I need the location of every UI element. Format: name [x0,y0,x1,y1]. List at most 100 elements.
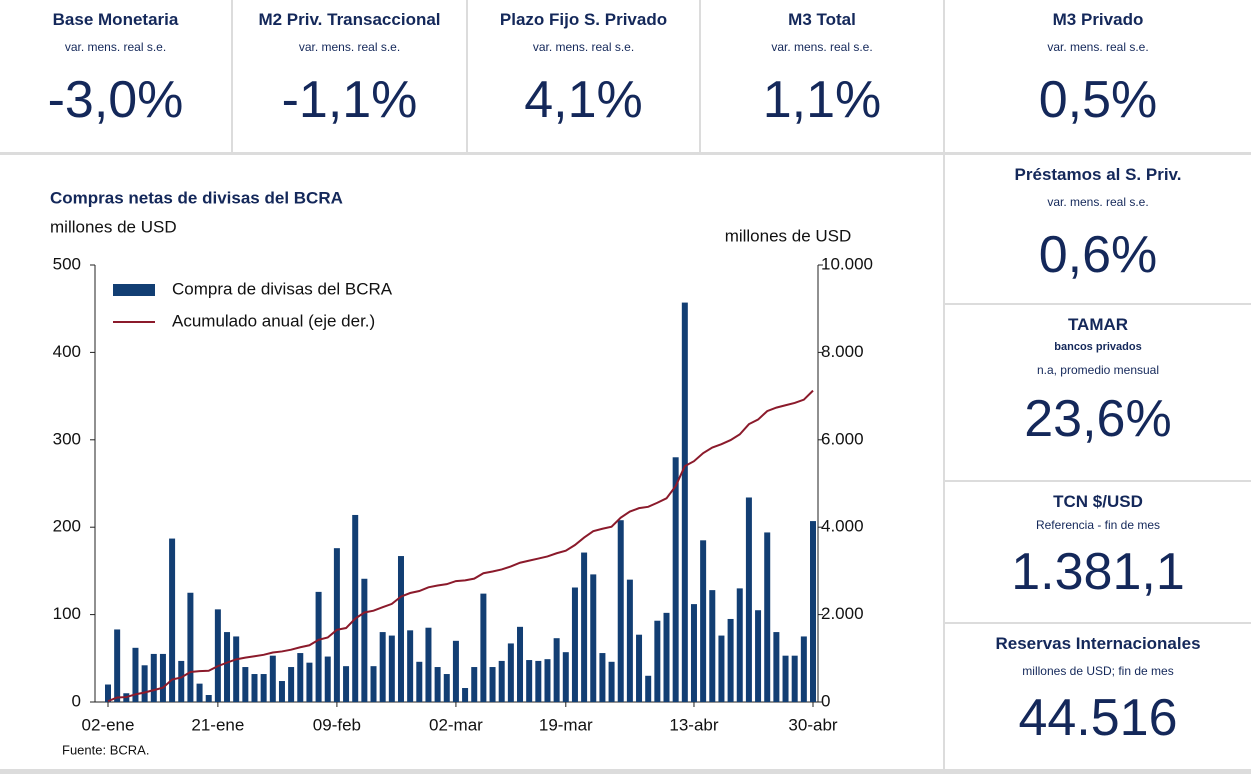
bar [507,643,514,702]
y-tick-label: 300 [53,429,81,448]
bar [388,635,395,702]
card-subtitle: millones de USD; fin de mes [1022,664,1174,678]
bar [553,638,560,702]
bar [352,514,359,702]
legend-swatch [113,284,155,296]
bar [571,587,578,702]
card-value: 0,6% [1038,226,1158,284]
legend-label: Acumulado anual (eje der.) [172,311,375,330]
card: Préstamos al S. Priv. var. mens. real s.e… [945,155,1251,303]
bar [324,656,331,702]
bar [773,632,780,702]
bar [178,660,185,702]
bar [636,634,643,702]
bar [810,521,816,702]
card-subtitle: Referencia - fin de mes [1035,518,1161,532]
bar [755,610,762,702]
bar [745,497,752,702]
legend-label: Compra de divisas del BCRA [172,279,393,298]
bar [599,653,606,702]
card-subtitle: n.a, promedio mensual [1036,363,1160,377]
card: M2 Priv. Transaccional var. mens. real s.… [233,0,466,152]
y2-tick-label: 10.000 [821,254,873,273]
y-tick-label: 200 [53,517,81,536]
line [107,389,814,703]
x-tick-label: 21-ene [191,715,244,734]
bar [517,626,524,702]
card-title: M2 Priv. Transaccional [258,10,441,29]
bar [260,674,267,702]
bar [489,667,496,702]
card-title: Reservas Internacionales [995,634,1201,653]
bar [224,632,231,702]
bar [169,538,176,702]
bar [315,591,322,702]
bar [306,662,313,702]
bar [663,612,670,702]
y-tick-label: 100 [53,604,81,623]
card-value: -3,0% [47,71,184,129]
x-tick-label: 09-feb [313,715,361,734]
bar [114,629,121,702]
card-value: 0,5% [1038,71,1158,129]
card: Reservas Internacionales millones de USD;… [945,624,1251,769]
card: TAMAR bancos privados n.a, promedio mensua… [945,305,1251,480]
bar [526,660,533,702]
x-tick-label: 02-ene [82,715,135,734]
card-title: Plazo Fijo S. Privado [499,10,668,29]
y2-tick-label: 6.000 [821,429,864,448]
card-subtitle: var. mens. real s.e. [64,40,167,54]
y-tick-label: 0 [72,691,81,710]
bar [214,609,221,702]
card-subtitle: var. mens. real s.e. [1047,40,1149,54]
x-tick-label: 13-abr [669,715,718,734]
bar [269,655,276,702]
chart-panel: Compras netas de divisas del BCRA millon… [0,155,943,769]
y2-tick-label: 0 [821,691,830,710]
bar [672,457,679,702]
y-tick-label: 400 [53,342,81,361]
bar [498,660,505,702]
x-tick-label: 19-mar [539,715,593,734]
bar [397,556,404,702]
bar [562,652,569,702]
card: M3 Total var. mens. real s.e. 1,1% [701,0,943,152]
card-detail: bancos privados [1054,341,1142,353]
bar [105,684,111,702]
bar [681,302,688,702]
card-value: 1.381,1 [1011,543,1185,601]
bar [645,675,652,702]
bar [297,653,304,702]
card-title: TAMAR [1067,315,1129,334]
y-tick-label: 500 [53,254,81,273]
bar [800,636,807,702]
bar [480,593,487,702]
bar [443,674,450,702]
bar [196,683,203,702]
card-title: Base Monetaria [52,10,179,29]
bar [159,653,166,702]
bar [626,579,633,702]
bar [141,665,148,702]
card: TCN $/USD Referencia - fin de mes 1.381,1 [945,482,1251,622]
card-title: Préstamos al S. Priv. [1014,165,1182,184]
bar [782,655,789,702]
y-axis-label: millones de USD [50,217,177,236]
source: Fuente: BCRA. [62,742,149,757]
bar [434,667,441,702]
y2-tick-label: 8.000 [821,342,864,361]
bar [690,604,697,702]
bar [132,647,139,702]
bar [278,681,285,702]
bar [709,590,716,702]
bar [205,695,212,702]
bar [333,548,340,702]
card-title: TCN $/USD [1053,492,1143,511]
card-subtitle: var. mens. real s.e. [1047,195,1149,209]
bar [654,620,661,702]
y2-axis-label: millones de USD [725,226,852,245]
bar [608,661,615,702]
card-title: M3 Total [788,10,856,29]
bar [727,618,734,702]
